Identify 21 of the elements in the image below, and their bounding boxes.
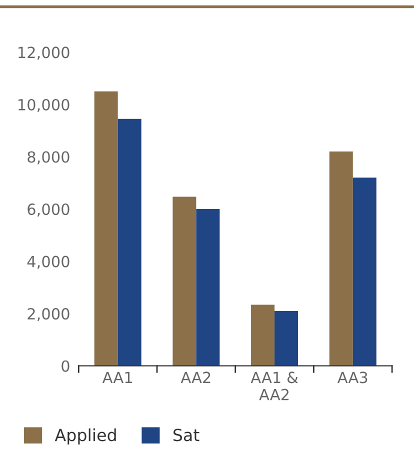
bar (118, 118, 142, 366)
y-tick-label: 0 (62, 360, 70, 372)
y-tick-label: 6,000 (28, 203, 70, 217)
bar (352, 178, 376, 366)
x-tick-label: AA2 (180, 372, 210, 384)
y-tick-label: 10,000 (18, 98, 70, 112)
bar (251, 304, 275, 366)
bar (329, 152, 353, 366)
y-tick-label: 4,000 (27, 256, 70, 269)
bar (172, 196, 196, 366)
x-tick-label: AA3 (337, 372, 368, 384)
bar (274, 310, 298, 366)
legend-label: Applied (54, 428, 116, 445)
legend-label: Sat (173, 428, 200, 442)
y-tick-label: 12,000 (18, 46, 70, 60)
y-tick-label: 2,000 (28, 308, 70, 322)
y-tick-label: 8,000 (28, 151, 70, 164)
bar (196, 209, 220, 366)
x-tick-label: AA1 & AA2 (250, 372, 298, 400)
x-tick-label: AA1 (102, 372, 132, 384)
bar (94, 91, 118, 366)
